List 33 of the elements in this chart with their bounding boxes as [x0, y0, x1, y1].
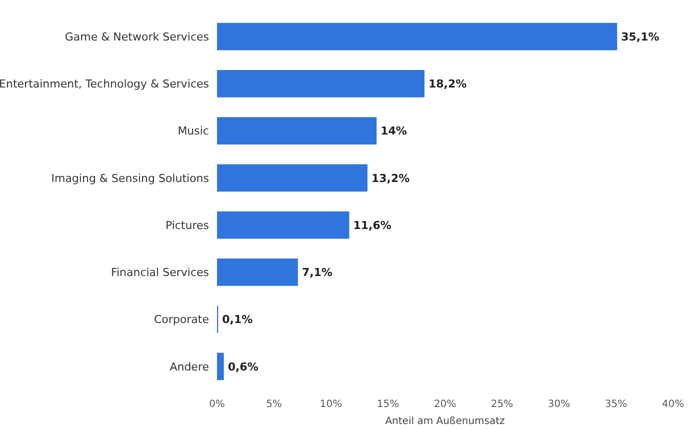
data-label: 13,2% [371, 172, 410, 185]
bar [217, 70, 424, 98]
x-tick-label: 5% [266, 399, 282, 410]
data-label: 14% [380, 124, 407, 138]
x-tick-label: 20% [434, 399, 456, 410]
x-tick-label: 10% [320, 399, 342, 410]
data-label: 35,1% [621, 30, 660, 44]
y-tick-label: Entertainment, Technology & Services [0, 78, 210, 91]
x-axis-title: Anteil am Außenumsatz [385, 416, 505, 427]
bar [217, 22, 618, 50]
x-tick-label: 15% [376, 399, 400, 410]
x-tick-label: 40% [662, 399, 684, 410]
x-tick-label: 0% [209, 399, 225, 410]
bar [217, 258, 298, 286]
bar [217, 164, 368, 192]
y-tick-label: Andere [170, 360, 210, 374]
y-tick-label: Financial Services [110, 266, 210, 280]
x-tick-label: 35% [604, 399, 628, 410]
bar [217, 211, 350, 239]
data-label: 7,1% [302, 266, 332, 280]
y-tick-label: Music [178, 124, 209, 138]
data-label: 0,6% [228, 360, 258, 374]
data-label: 0,1% [222, 313, 253, 326]
bar [217, 117, 377, 144]
data-label: 18,2% [428, 78, 467, 91]
bar [217, 352, 224, 380]
y-tick-label: Pictures [165, 218, 210, 232]
y-tick-label: Imaging & Sensing Solutions [51, 172, 210, 185]
data-label: 11,6% [353, 218, 392, 232]
y-tick-label: Corporate [154, 313, 210, 326]
x-tick-label: 25% [490, 399, 514, 410]
y-tick-label: Game & Network Services [64, 30, 210, 44]
x-tick-label: 30% [548, 399, 570, 410]
